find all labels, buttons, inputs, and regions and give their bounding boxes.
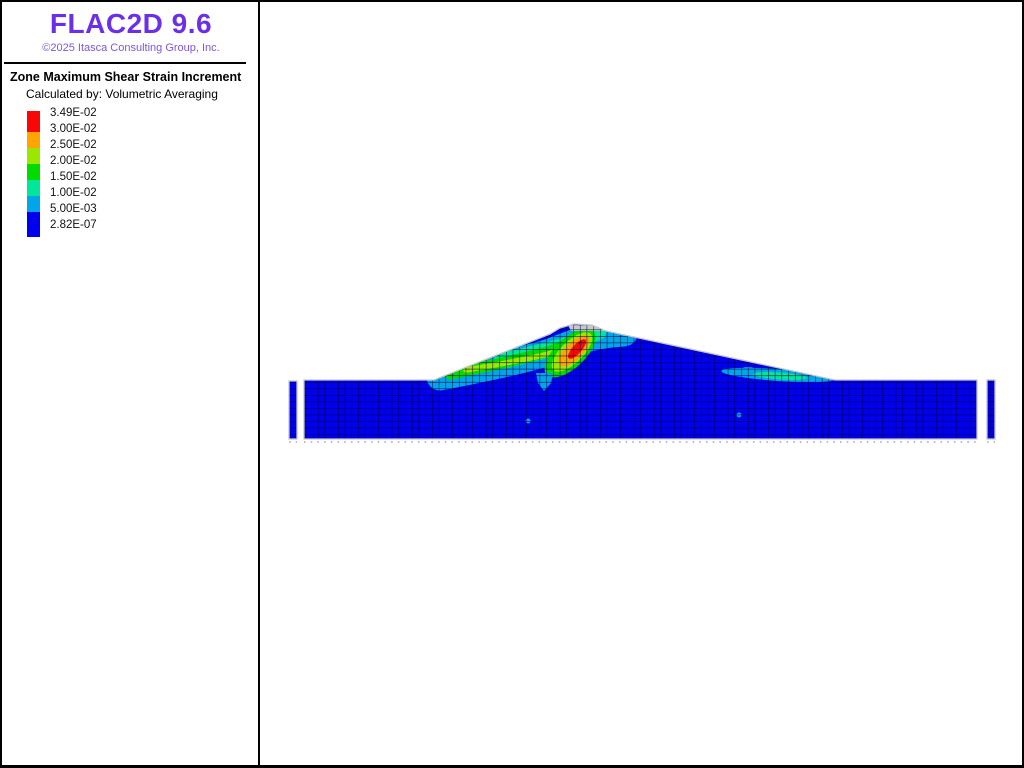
panel-divider	[258, 2, 260, 765]
legend-divider-rule	[4, 62, 246, 64]
legend-value: 2.82E-07	[50, 219, 97, 231]
legend-value: 1.50E-02	[50, 171, 97, 183]
copyright-text: ©2025 Itasca Consulting Group, Inc.	[42, 42, 220, 54]
legend-color-ramp	[27, 111, 40, 237]
mesh-right-boundary-column	[986, 379, 996, 440]
legend-heading: Zone Maximum Shear Strain Increment	[10, 70, 242, 84]
legend-value: 3.49E-02	[50, 107, 97, 119]
ramp-band	[27, 212, 40, 237]
legend-value-labels: 3.49E-02 3.00E-02 2.50E-02 2.00E-02 1.50…	[50, 105, 97, 237]
legend-color-scale: 3.49E-02 3.00E-02 2.50E-02 2.00E-02 1.50…	[27, 105, 258, 237]
legend-subheading: Calculated by: Volumetric Averaging	[26, 87, 218, 101]
legend-value: 2.00E-02	[50, 155, 97, 167]
legend-value: 3.00E-02	[50, 123, 97, 135]
legend-value: 1.00E-02	[50, 187, 97, 199]
mesh-left-boundary-column	[288, 380, 298, 440]
ramp-band	[27, 180, 40, 196]
ramp-band	[27, 111, 40, 132]
legend-panel: FLAC2D 9.6 ©2025 Itasca Consulting Group…	[4, 2, 258, 237]
app-title: FLAC2D 9.6	[49, 8, 213, 39]
ramp-band	[27, 148, 40, 164]
ramp-band	[27, 132, 40, 148]
mesh-embankment-and-foundation	[303, 323, 978, 440]
ramp-band	[27, 196, 40, 212]
legend-value: 2.50E-02	[50, 139, 97, 151]
legend-value: 5.00E-03	[50, 203, 97, 215]
ramp-band	[27, 164, 40, 180]
